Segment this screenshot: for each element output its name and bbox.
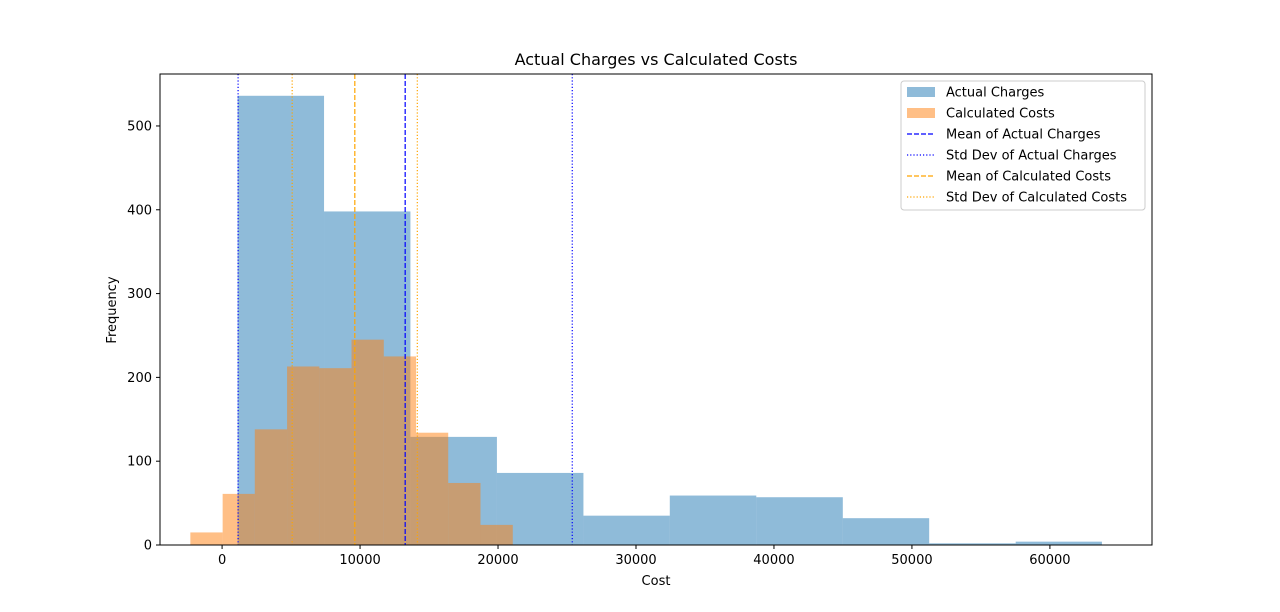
calculated-costs-bar: [352, 340, 384, 545]
y-tick-label: 300: [127, 287, 152, 302]
x-tick-label: 30000: [615, 553, 656, 568]
y-tick-label: 400: [127, 203, 152, 218]
calculated-costs-legend-swatch: [907, 108, 935, 118]
x-tick-label: 50000: [891, 553, 932, 568]
actual-charges-bar: [670, 496, 757, 545]
calculated-costs-legend-label: Calculated Costs: [946, 107, 1055, 122]
x-tick-label: 20000: [477, 553, 518, 568]
calculated-costs-bar: [255, 429, 287, 545]
calculated-costs-bar: [319, 368, 351, 545]
x-axis-label: Cost: [642, 574, 671, 589]
std-dev-of-actual-charges-legend-label: Std Dev of Actual Charges: [946, 149, 1117, 164]
y-tick-label: 500: [127, 119, 152, 134]
calculated-costs-bar: [223, 494, 255, 545]
actual-charges-legend-swatch: [907, 87, 935, 97]
calculated-costs-bar: [190, 532, 222, 545]
calculated-costs-bar: [416, 433, 448, 545]
y-tick-label: 0: [144, 539, 152, 554]
actual-charges-bar: [583, 516, 669, 545]
x-tick-label: 10000: [339, 553, 380, 568]
calculated-costs-bar: [481, 525, 513, 545]
actual-charges-legend-label: Actual Charges: [946, 86, 1045, 101]
mean-of-actual-charges-legend-label: Mean of Actual Charges: [946, 128, 1101, 143]
chart-title: Actual Charges vs Calculated Costs: [515, 50, 798, 69]
x-tick-label: 40000: [753, 553, 794, 568]
actual-charges-bar: [756, 497, 843, 545]
x-tick-label: 60000: [1029, 553, 1070, 568]
y-tick-label: 200: [127, 371, 152, 386]
actual-charges-bar: [843, 518, 929, 545]
y-axis-label: Frequency: [105, 276, 120, 343]
x-tick-label: 0: [218, 553, 226, 568]
calculated-costs-bar: [448, 483, 480, 545]
mean-of-calculated-costs-legend-label: Mean of Calculated Costs: [946, 170, 1111, 185]
std-dev-of-calculated-costs-legend-label: Std Dev of Calculated Costs: [946, 191, 1127, 206]
calculated-costs-bar: [384, 356, 416, 545]
y-tick-label: 100: [127, 455, 152, 470]
legend: Actual Charges Calculated Costs Mean of Ac…: [901, 81, 1145, 210]
actual-charges-bar: [1016, 542, 1102, 545]
